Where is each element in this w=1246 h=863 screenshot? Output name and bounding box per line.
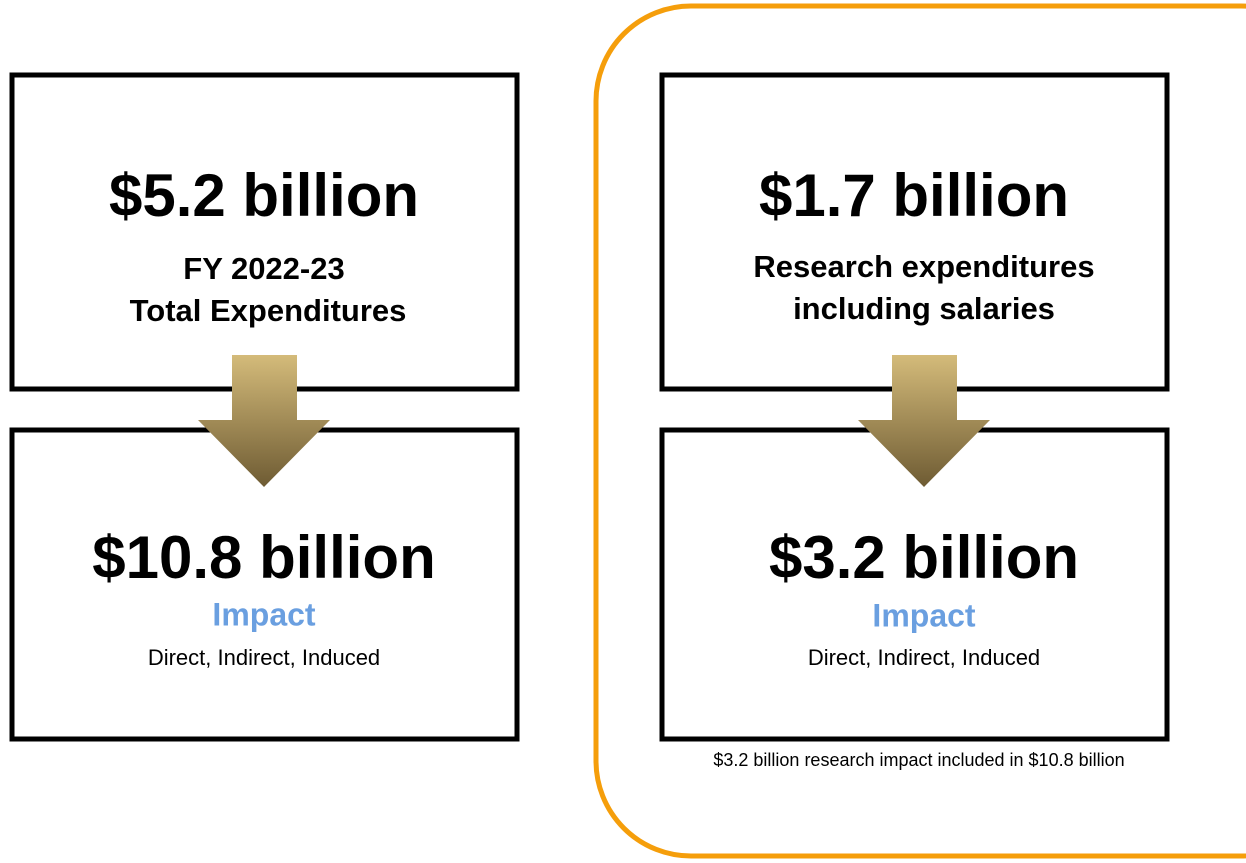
box [659,72,1170,392]
description: including salaries [793,291,1055,326]
box [9,72,520,392]
arrow [198,355,330,487]
impact-label: Impact [872,597,975,633]
highlight-frame [593,3,1246,859]
footnote: $3.2 billion research impact included in… [713,750,1124,770]
amount: $10.8 billion [92,524,435,591]
description: Total Expenditures [130,293,407,328]
arrow [858,355,990,487]
amount: $5.2 billion [109,162,419,229]
box [659,427,1170,742]
description: FY 2022-23 [183,251,344,286]
detail: Direct, Indirect, Induced [148,645,380,670]
impact-label: Impact [212,596,315,632]
detail: Direct, Indirect, Induced [808,645,1040,670]
amount: $1.7 billion [759,162,1069,229]
amount: $3.2 billion [769,524,1079,591]
description: Research expenditures [753,249,1094,284]
